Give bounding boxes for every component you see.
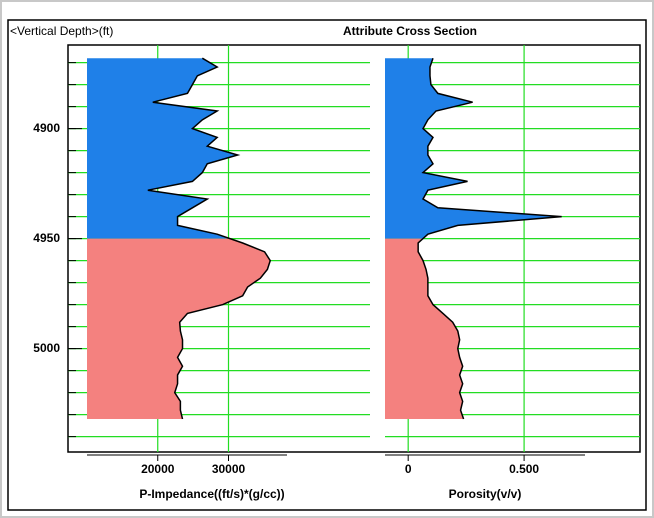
x-tick-label: 20000 [141, 462, 175, 476]
chart-title: Attribute Cross Section [343, 24, 477, 38]
x-axis-title: Porosity(v/v) [449, 487, 522, 501]
x-tick-label: 30000 [212, 462, 246, 476]
x-tick-label: 0.500 [509, 462, 539, 476]
zone-fill [87, 58, 238, 239]
x-axis-title: P-Impedance((ft/s)*(g/cc)) [139, 487, 284, 501]
zone-fill [385, 238, 464, 419]
y-axis-title: <Vertical Depth>(ft) [10, 24, 113, 38]
log-curve [147, 57, 272, 420]
log-curve [417, 57, 562, 420]
plot-frame [67, 44, 641, 453]
y-tick-label: 4900 [33, 121, 60, 135]
x-tick-label: 0 [405, 462, 412, 476]
zone-fill [87, 238, 271, 419]
zone-fill [385, 58, 562, 239]
y-tick-label: 4950 [33, 231, 60, 245]
y-tick-label: 5000 [33, 341, 60, 355]
